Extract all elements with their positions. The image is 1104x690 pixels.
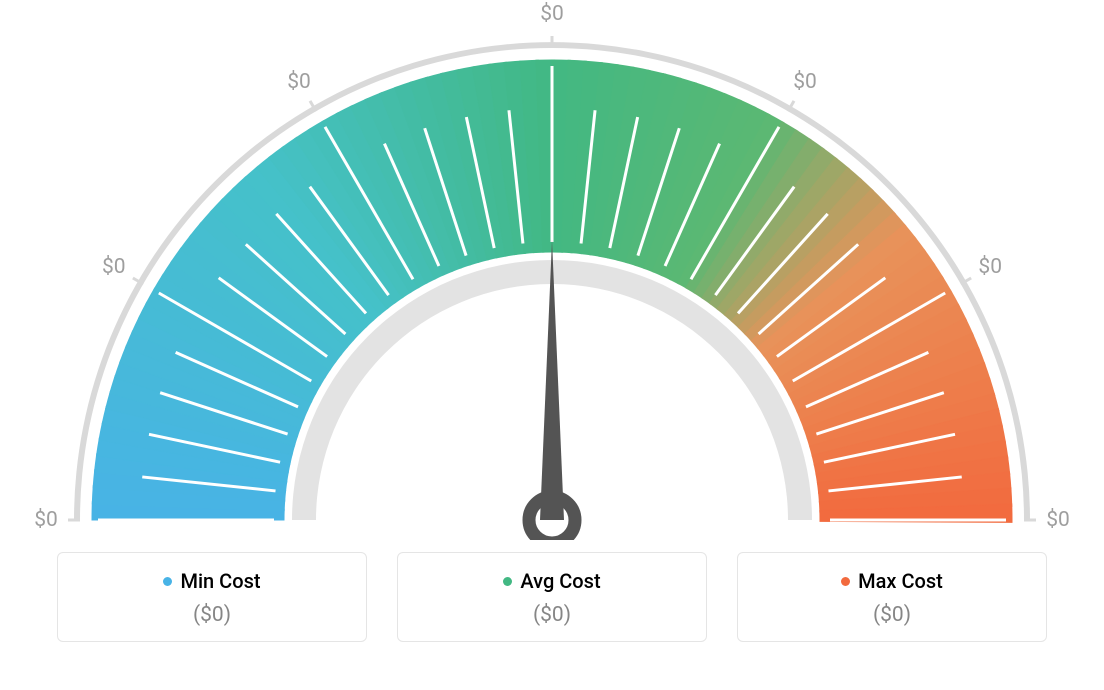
legend-label-min: Min Cost [180,569,260,593]
gauge-tick-label: $0 [1046,508,1070,532]
gauge-tick-label: $0 [287,70,311,94]
legend-dot-min [163,577,172,586]
legend-card-min: Min Cost ($0) [57,552,367,642]
legend-card-max: Max Cost ($0) [737,552,1047,642]
gauge-tick-label: $0 [34,508,58,532]
cost-gauge: $0 $0 $0 $0 $0 $0 $0 [0,0,1104,540]
legend-label-max: Max Cost [858,569,943,593]
gauge-tick-label: $0 [793,70,817,94]
legend-row: Min Cost ($0) Avg Cost ($0) Max Cost ($0… [0,552,1104,642]
legend-dot-max [841,577,850,586]
gauge-tick-label: $0 [978,255,1002,279]
legend-card-avg: Avg Cost ($0) [397,552,707,642]
legend-value-min: ($0) [58,603,366,627]
legend-value-max: ($0) [738,603,1046,627]
legend-dot-avg [503,577,512,586]
legend-value-avg: ($0) [398,603,706,627]
legend-label-avg: Avg Cost [520,569,600,593]
gauge-tick-label: $0 [540,2,564,26]
gauge-tick-label: $0 [102,255,126,279]
gauge-svg [0,0,1104,540]
